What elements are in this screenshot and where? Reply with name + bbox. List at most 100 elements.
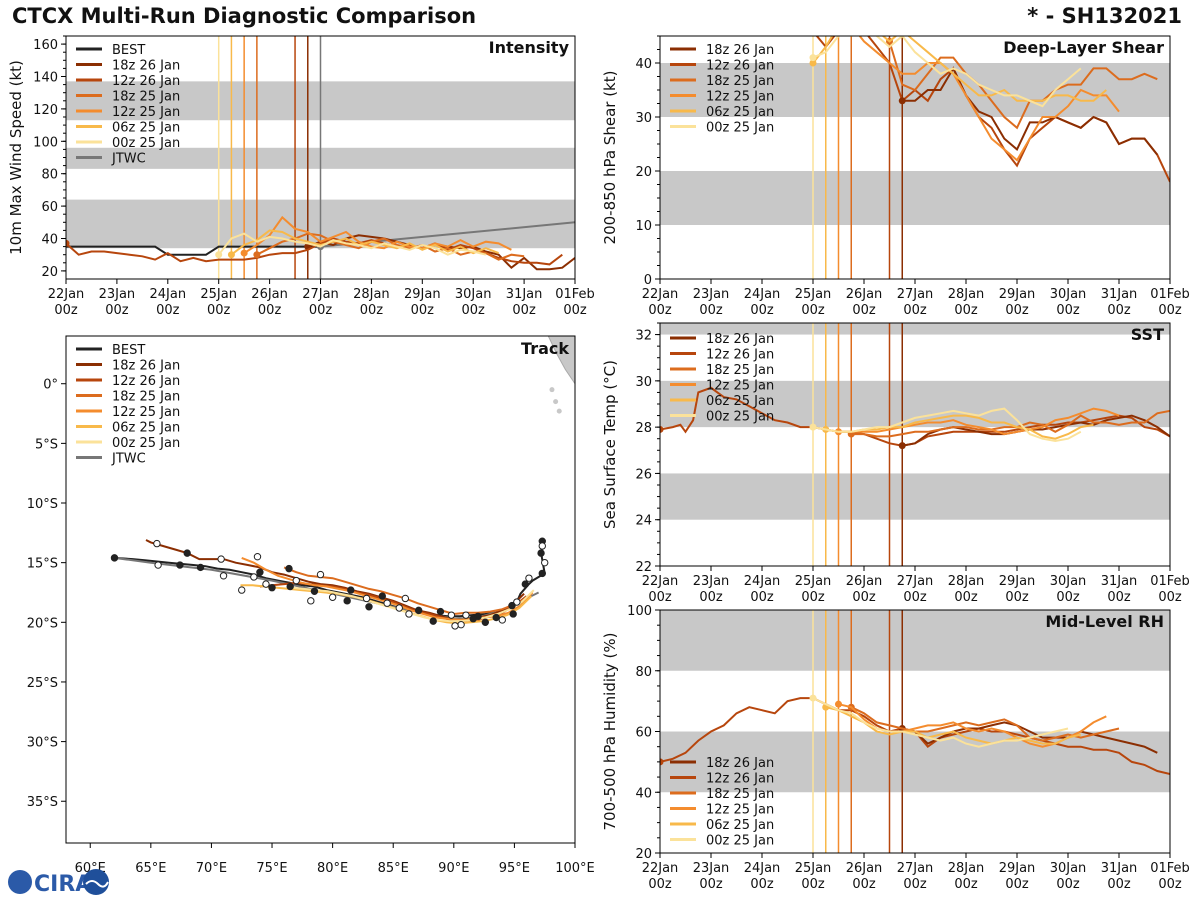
shear-xtick-day: 23Jan bbox=[693, 287, 730, 302]
track-ytick-label: 20°S bbox=[27, 616, 58, 631]
sst-xtick-day: 30Jan bbox=[1050, 574, 1087, 589]
track-position-marker bbox=[538, 542, 546, 550]
track-ytick-label: 35°S bbox=[27, 795, 58, 810]
intensity-xtick-hour: 00z bbox=[512, 303, 536, 318]
shear-ytick-label: 40 bbox=[635, 57, 652, 72]
rh-ylabel: 700-500 hPa Humidity (%) bbox=[601, 632, 619, 830]
rh-legend-label: 12z 25 Jan bbox=[706, 803, 774, 818]
intensity-ytick-label: 20 bbox=[41, 265, 58, 280]
rh-legend-label: 12z 26 Jan bbox=[706, 772, 774, 787]
sst-start-marker bbox=[809, 423, 817, 431]
shear-xtick-hour: 00z bbox=[801, 303, 825, 318]
sst-xtick-day: 29Jan bbox=[999, 574, 1036, 589]
rh-xtick-day: 22Jan bbox=[642, 861, 679, 876]
sst-xtick-day: 01Feb bbox=[1150, 574, 1190, 589]
rh-ytick-label: 80 bbox=[635, 665, 652, 680]
track-position-marker bbox=[219, 572, 228, 580]
intensity-ytick-label: 160 bbox=[33, 38, 58, 53]
track-ytick-label: 15°S bbox=[27, 557, 58, 572]
intensity-ytick-label: 120 bbox=[33, 103, 58, 118]
track-position-marker bbox=[447, 611, 456, 619]
intensity-series-06z-25-jan bbox=[230, 229, 499, 256]
globe-icon bbox=[8, 870, 32, 894]
shear-xtick-day: 30Jan bbox=[1050, 287, 1087, 302]
track-xtick-label: 85°E bbox=[378, 861, 409, 876]
rh-xtick-day: 31Jan bbox=[1101, 861, 1138, 876]
track-position-marker bbox=[481, 618, 490, 627]
rh-xtick-hour: 00z bbox=[648, 877, 672, 892]
intensity-xtick-day: 01Feb bbox=[555, 287, 595, 302]
track-position-marker bbox=[378, 592, 387, 600]
intensity-ytick-label: 60 bbox=[41, 200, 58, 215]
track-position-marker bbox=[250, 573, 258, 581]
track-ytick-label: 0° bbox=[43, 378, 58, 393]
shear-legend-label: 06z 25 Jan bbox=[706, 105, 774, 120]
intensity-xtick-hour: 00z bbox=[54, 303, 78, 318]
sst-xtick-day: 23Jan bbox=[693, 574, 730, 589]
shear-legend-label: 18z 25 Jan bbox=[706, 74, 774, 89]
rh-xtick-hour: 00z bbox=[750, 877, 774, 892]
track-position-marker bbox=[328, 593, 337, 601]
shear-xtick-hour: 00z bbox=[1056, 303, 1080, 318]
shear-xtick-hour: 00z bbox=[954, 303, 978, 318]
shear-band-0 bbox=[660, 171, 1170, 225]
intensity-xtick-day: 27Jan bbox=[302, 287, 339, 302]
shear-start-marker bbox=[898, 97, 906, 105]
track-sumatra-coast bbox=[547, 336, 575, 385]
shear-xtick-hour: 00z bbox=[903, 303, 927, 318]
rh-series-18z-26-jan bbox=[902, 721, 1158, 754]
intensity-xtick-day: 22Jan bbox=[48, 287, 85, 302]
rh-start-marker bbox=[660, 758, 664, 766]
rh-start-marker bbox=[809, 694, 817, 702]
intensity-xtick-hour: 00z bbox=[563, 303, 587, 318]
track-position-marker bbox=[469, 615, 477, 623]
shear-series-18z-26-jan bbox=[902, 66, 1159, 156]
page-title: CTCX Multi-Run Diagnostic Comparison bbox=[12, 4, 477, 28]
track-position-marker bbox=[457, 620, 465, 629]
intensity-xtick-day: 24Jan bbox=[150, 287, 187, 302]
sst-xtick-hour: 00z bbox=[699, 590, 723, 605]
track-position-marker bbox=[537, 549, 545, 557]
track-position-marker bbox=[343, 597, 351, 605]
track-position-marker bbox=[451, 622, 459, 630]
sst-xtick-day: 27Jan bbox=[897, 574, 934, 589]
track-position-marker bbox=[365, 603, 373, 611]
track-ytick-label: 5°S bbox=[35, 437, 58, 452]
shear-xtick-day: 31Jan bbox=[1101, 287, 1138, 302]
sst-xtick-day: 22Jan bbox=[642, 574, 679, 589]
sst-xtick-hour: 00z bbox=[750, 590, 774, 605]
track-position-marker bbox=[154, 561, 162, 569]
sst-series-12z-25-jan bbox=[838, 407, 1120, 436]
sst-series-06z-25-jan bbox=[825, 414, 1094, 440]
rh-xtick-hour: 00z bbox=[1158, 877, 1182, 892]
track-position-marker bbox=[401, 594, 410, 603]
track-position-marker bbox=[183, 549, 191, 557]
intensity-ytick-label: 40 bbox=[41, 233, 58, 248]
track-position-marker bbox=[262, 580, 270, 588]
intensity-series-00z-25-jan bbox=[217, 232, 487, 256]
shear-series-00z-25-jan bbox=[812, 36, 1082, 108]
sst-xtick-hour: 00z bbox=[1107, 590, 1131, 605]
shear-ytick-label: 10 bbox=[635, 219, 652, 234]
track-position-marker bbox=[153, 539, 161, 548]
track-position-marker bbox=[538, 569, 546, 578]
intensity-legend-label: 18z 26 Jan bbox=[112, 59, 180, 74]
rh-xtick-day: 23Jan bbox=[693, 861, 730, 876]
rh-xtick-day: 30Jan bbox=[1050, 861, 1087, 876]
shear-xtick-hour: 00z bbox=[699, 303, 723, 318]
rh-band-0 bbox=[660, 731, 1170, 793]
intensity-ytick-label: 100 bbox=[33, 135, 58, 150]
track-position-marker bbox=[525, 574, 533, 582]
sst-series-18z-25-jan bbox=[851, 409, 1170, 438]
intensity-xtick-hour: 00z bbox=[105, 303, 129, 318]
sst-xtick-hour: 00z bbox=[954, 590, 978, 605]
rh-xtick-hour: 00z bbox=[852, 877, 876, 892]
intensity-series-12z-25-jan bbox=[243, 215, 512, 254]
track-position-marker bbox=[541, 558, 549, 567]
shear-start-marker bbox=[809, 59, 817, 67]
rh-legend-label: 06z 25 Jan bbox=[706, 818, 774, 833]
intensity-legend-label: 00z 25 Jan bbox=[112, 136, 180, 151]
shear-xtick-hour: 00z bbox=[1107, 303, 1131, 318]
track-line-18z-26-jan bbox=[145, 539, 525, 621]
track-position-marker bbox=[307, 597, 315, 605]
